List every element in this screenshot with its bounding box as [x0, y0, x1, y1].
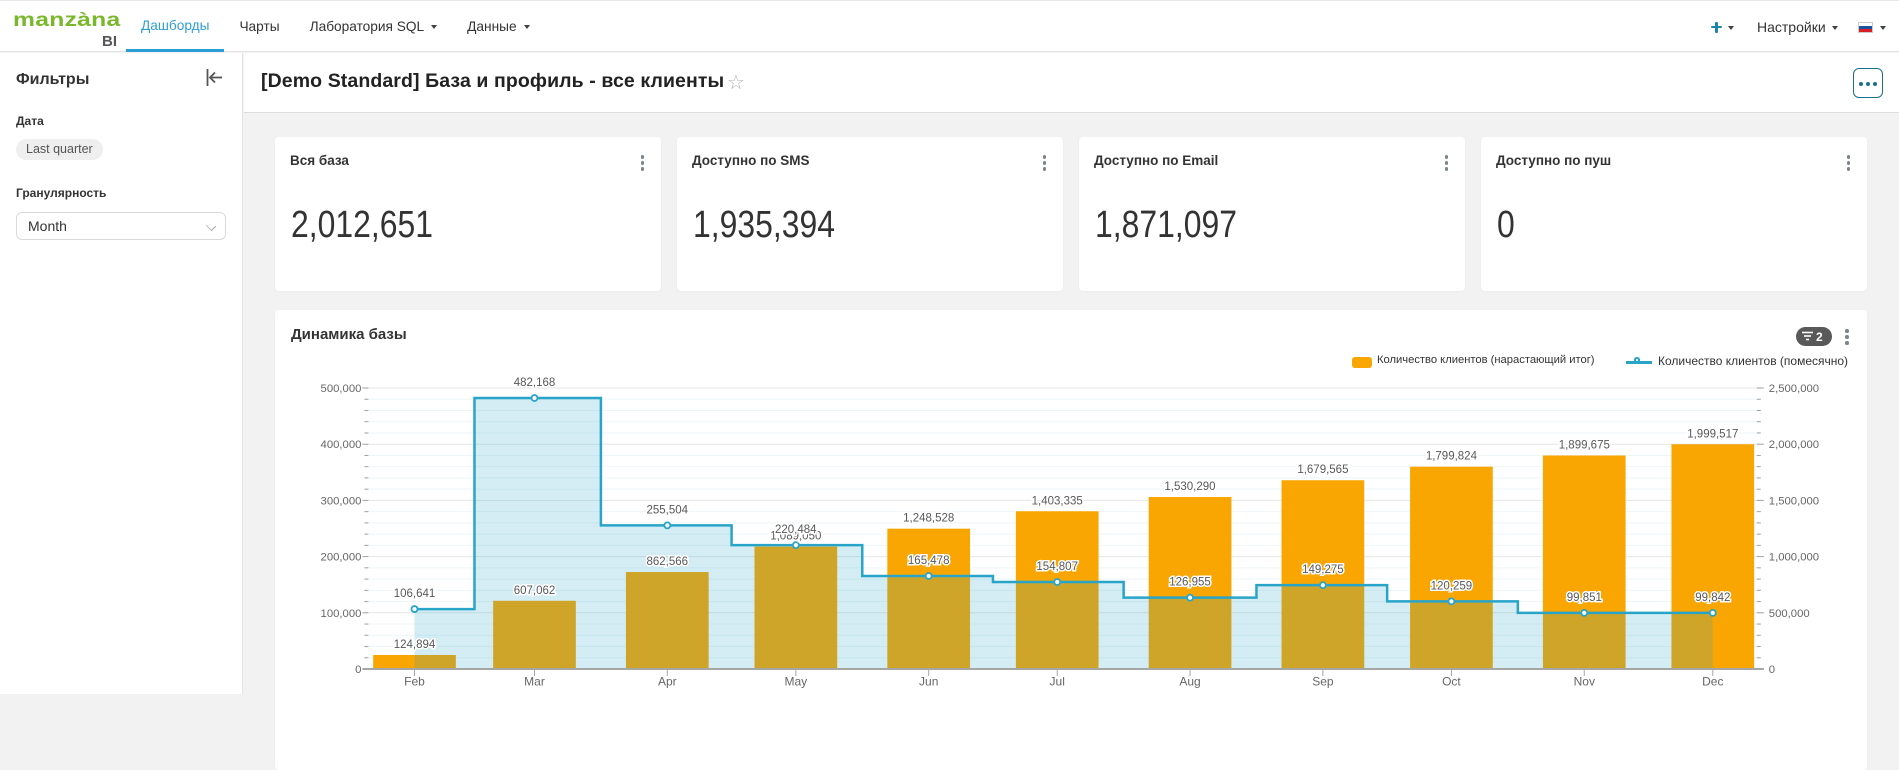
- svg-text:Feb: Feb: [404, 675, 425, 689]
- svg-text:1,500,000: 1,500,000: [1769, 495, 1819, 507]
- svg-text:200,000: 200,000: [321, 552, 362, 564]
- svg-text:149,275: 149,275: [1302, 564, 1344, 576]
- svg-text:482,168: 482,168: [514, 377, 556, 389]
- svg-text:1,999,517: 1,999,517: [1687, 428, 1738, 440]
- svg-text:100,000: 100,000: [321, 608, 362, 620]
- svg-text:1,799,824: 1,799,824: [1426, 451, 1478, 463]
- svg-text:2,500,000: 2,500,000: [1769, 383, 1819, 395]
- svg-text:1,679,565: 1,679,565: [1297, 464, 1348, 476]
- svg-text:124,894: 124,894: [394, 639, 436, 651]
- svg-text:500,000: 500,000: [321, 383, 362, 395]
- svg-text:0: 0: [1769, 664, 1775, 676]
- svg-text:Sep: Sep: [1312, 675, 1334, 689]
- svg-text:220,484: 220,484: [775, 524, 817, 536]
- svg-text:500,000: 500,000: [1769, 608, 1810, 620]
- svg-text:607,062: 607,062: [514, 585, 556, 597]
- svg-text:Jun: Jun: [919, 675, 938, 689]
- svg-text:2,000,000: 2,000,000: [1769, 439, 1819, 451]
- svg-text:99,851: 99,851: [1567, 592, 1602, 604]
- svg-text:Oct: Oct: [1442, 675, 1461, 689]
- svg-text:862,566: 862,566: [647, 556, 689, 568]
- svg-text:106,641: 106,641: [394, 588, 436, 600]
- svg-text:1,248,528: 1,248,528: [903, 513, 954, 525]
- svg-text:400,000: 400,000: [321, 439, 362, 451]
- svg-text:165,478: 165,478: [908, 555, 950, 567]
- svg-text:120,259: 120,259: [1431, 580, 1473, 592]
- svg-text:1,530,290: 1,530,290: [1164, 481, 1215, 493]
- svg-text:Nov: Nov: [1574, 675, 1595, 689]
- svg-text:126,955: 126,955: [1169, 577, 1211, 589]
- svg-text:1,403,335: 1,403,335: [1032, 495, 1083, 507]
- svg-text:99,842: 99,842: [1695, 592, 1730, 604]
- svg-text:Mar: Mar: [524, 675, 545, 689]
- svg-text:Dec: Dec: [1702, 675, 1723, 689]
- svg-text:154,807: 154,807: [1036, 561, 1078, 573]
- svg-text:1,899,675: 1,899,675: [1559, 440, 1610, 452]
- svg-text:300,000: 300,000: [321, 495, 362, 507]
- svg-text:Jul: Jul: [1050, 675, 1065, 689]
- svg-text:0: 0: [355, 664, 361, 676]
- svg-text:May: May: [784, 675, 807, 689]
- svg-text:1,000,000: 1,000,000: [1769, 552, 1819, 564]
- svg-text:Apr: Apr: [658, 675, 677, 689]
- svg-text:1,089,050: 1,089,050: [770, 531, 821, 543]
- svg-text:Aug: Aug: [1179, 675, 1200, 689]
- svg-text:255,504: 255,504: [647, 504, 689, 516]
